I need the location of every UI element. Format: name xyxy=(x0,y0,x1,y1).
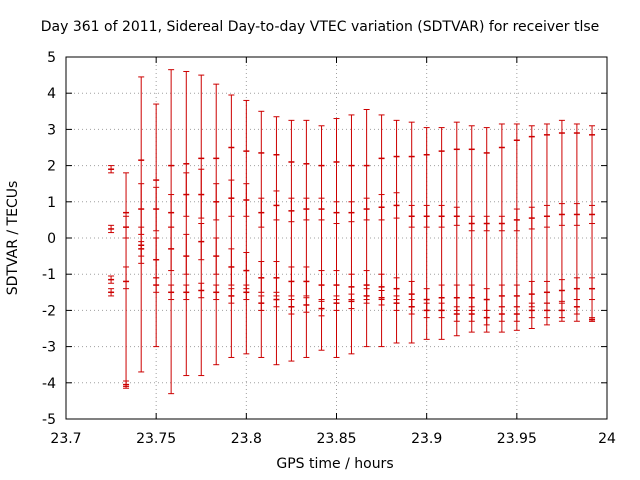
y-tick-label: 2 xyxy=(47,159,56,175)
y-tick-label: -4 xyxy=(42,376,56,392)
x-tick-label: 23.8 xyxy=(231,431,262,447)
y-tick-label: 5 xyxy=(47,50,56,66)
y-tick-label: -2 xyxy=(42,303,56,319)
x-axis-label: GPS time / hours xyxy=(276,456,394,472)
y-tick-label: 0 xyxy=(47,231,56,247)
x-tick-label: 23.7 xyxy=(50,431,81,447)
y-tick-label: -5 xyxy=(42,412,56,428)
y-tick-label: 4 xyxy=(47,86,56,102)
y-tick-label: 3 xyxy=(47,122,56,138)
chart-title: Day 361 of 2011, Sidereal Day-to-day VTE… xyxy=(40,19,600,35)
x-tick-label: 24 xyxy=(598,431,616,447)
x-tick-label: 23.85 xyxy=(316,431,356,447)
y-tick-label: -3 xyxy=(42,340,56,356)
y-axis-label: SDTVAR / TECUs xyxy=(5,180,21,296)
x-tick-label: 23.95 xyxy=(497,431,537,447)
x-tick-label: 23.75 xyxy=(136,431,176,447)
y-tick-label: 1 xyxy=(47,195,56,211)
x-tick-label: 23.9 xyxy=(411,431,442,447)
y-tick-label: -1 xyxy=(42,267,56,283)
